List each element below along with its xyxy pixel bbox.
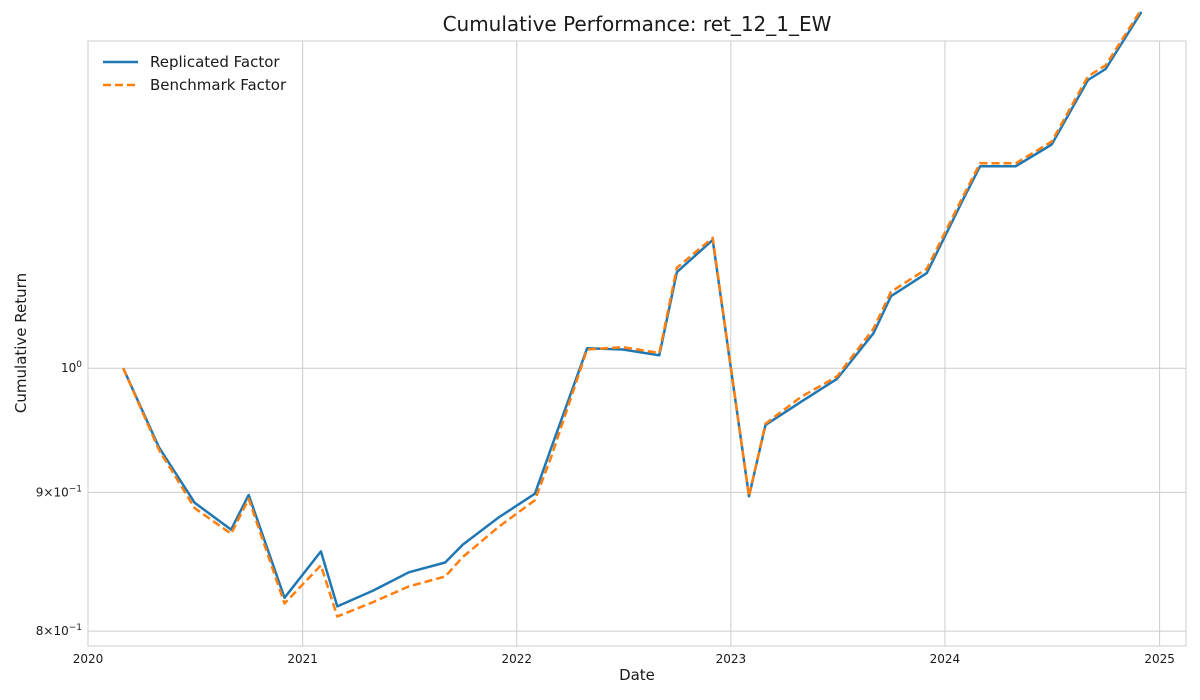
x-tick-label: 2020 xyxy=(73,652,104,666)
x-tick-label: 2023 xyxy=(716,652,747,666)
x-tick-label: 2024 xyxy=(930,652,961,666)
plot-frame xyxy=(87,40,1187,647)
legend-label-benchmark: Benchmark Factor xyxy=(150,76,287,94)
series-lines xyxy=(122,8,1143,618)
x-tick-label: 2021 xyxy=(287,652,318,666)
series-line-replicated-factor xyxy=(122,11,1143,608)
x-axis-label: Date xyxy=(619,666,655,684)
y-axis: 100 9×10−1 8×10−1 xyxy=(36,360,83,638)
legend: Replicated Factor Benchmark Factor xyxy=(103,53,287,94)
grid xyxy=(87,41,1186,646)
legend-label-replicated: Replicated Factor xyxy=(150,53,280,71)
y-axis-label: Cumulative Return xyxy=(12,273,30,413)
series-line-benchmark-factor xyxy=(122,8,1143,618)
chart-title: Cumulative Performance: ret_12_1_EW xyxy=(443,12,832,36)
x-tick-label: 2025 xyxy=(1144,652,1175,666)
y-tick-label: 9×10−1 xyxy=(36,484,82,499)
y-tick-label: 8×10−1 xyxy=(36,623,82,638)
x-tick-label: 2022 xyxy=(501,652,532,666)
x-axis: 2020 2021 2022 2023 2024 2025 xyxy=(73,652,1175,666)
y-tick-label: 100 xyxy=(61,360,82,375)
